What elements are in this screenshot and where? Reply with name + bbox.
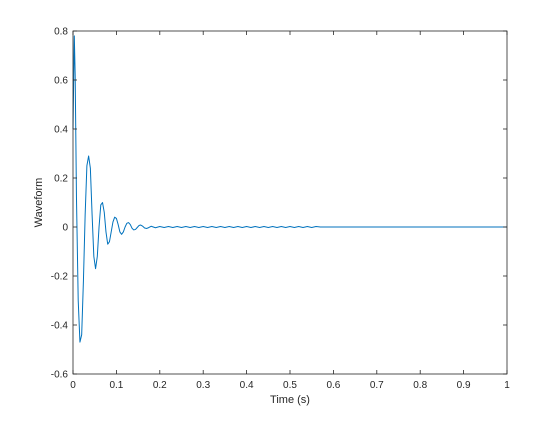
x-tick-label: 0.7 xyxy=(370,380,384,391)
y-tick-label: -0.6 xyxy=(51,370,69,381)
x-tick-label: 0.6 xyxy=(326,380,340,391)
plot-area xyxy=(73,31,507,374)
ticks-layer: 0 0.1 0.2 0.3 0.4 0.5 0.6 0.7 0.8 0.9 1 -0.6 -0.4 -0.… xyxy=(51,27,510,392)
y-tick-label: 0.2 xyxy=(54,174,68,185)
y-tick-label: 0.6 xyxy=(54,76,68,87)
x-tick-label: 0.9 xyxy=(457,380,471,391)
y-axis-label: Waveform xyxy=(33,178,45,228)
x-tick-label: 0.2 xyxy=(153,380,167,391)
y-tick-label: -0.4 xyxy=(51,321,69,332)
x-tick-label: 0.4 xyxy=(240,380,254,391)
x-axis-label: Time (s) xyxy=(270,394,310,406)
x-tick-label: 1 xyxy=(504,380,510,391)
y-tick-label: -0.2 xyxy=(51,272,69,283)
x-tick-label: 0.8 xyxy=(413,380,427,391)
series-layer xyxy=(72,35,507,343)
x-tick-label: 0.1 xyxy=(109,380,123,391)
x-tick-label: 0 xyxy=(70,380,76,391)
x-tick-label: 0.3 xyxy=(196,380,210,391)
y-tick-label: 0.4 xyxy=(54,125,68,136)
y-tick-label: 0 xyxy=(62,223,68,234)
x-tick-label: 0.5 xyxy=(283,380,297,391)
series-line-0 xyxy=(72,35,507,343)
y-tick-label: 0.8 xyxy=(54,27,68,38)
